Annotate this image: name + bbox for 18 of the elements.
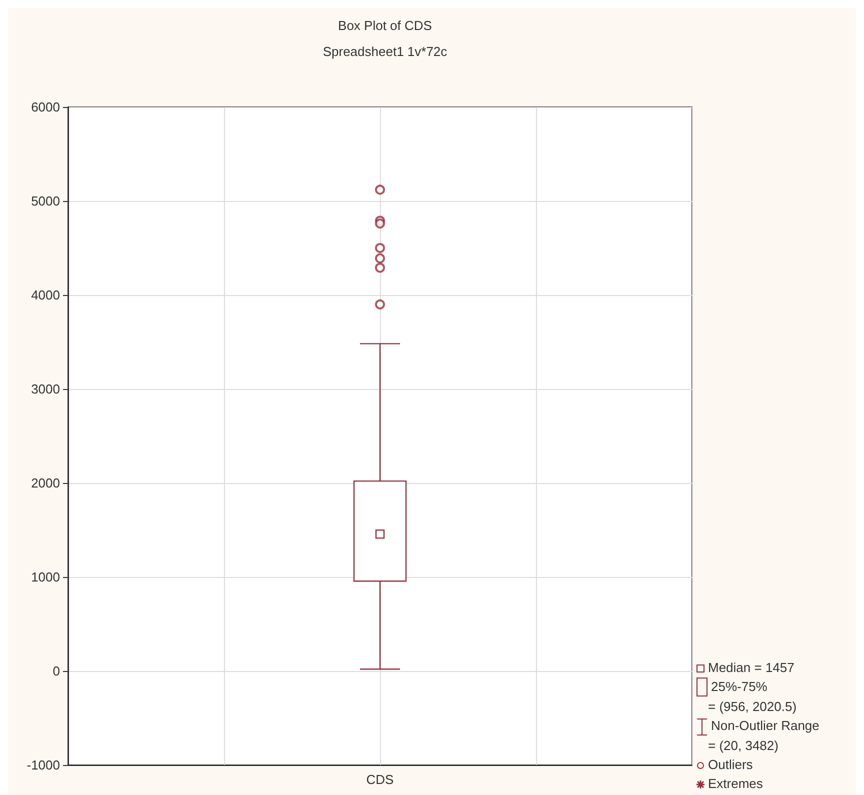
chart-subtitle: Spreadsheet1 1v*72c — [322, 44, 448, 59]
y-tick-label: 2000 — [31, 476, 60, 490]
y-tick-label: 3000 — [31, 382, 60, 396]
y-tick-label: 0 — [52, 664, 60, 678]
y-tick-label: 1000 — [31, 570, 60, 584]
text: = (20, 3482) — [708, 738, 778, 753]
text: 25%-75% — [711, 678, 768, 694]
text: = (956, 2020.5) — [708, 699, 797, 714]
text: Non-Outlier Range — [711, 718, 820, 734]
text: Median = 1457 — [708, 660, 794, 675]
y-tick-label: 6000 — [31, 100, 60, 114]
text: Outliers — [708, 757, 753, 772]
y-tick-label: 5000 — [31, 194, 60, 208]
y-tick-label: -1000 — [26, 758, 60, 772]
text: Extremes — [708, 776, 763, 791]
x-tick-label: CDS — [366, 772, 394, 787]
y-tick-label: 4000 — [31, 288, 60, 302]
chart-title: Box Plot of CDS — [338, 18, 432, 33]
